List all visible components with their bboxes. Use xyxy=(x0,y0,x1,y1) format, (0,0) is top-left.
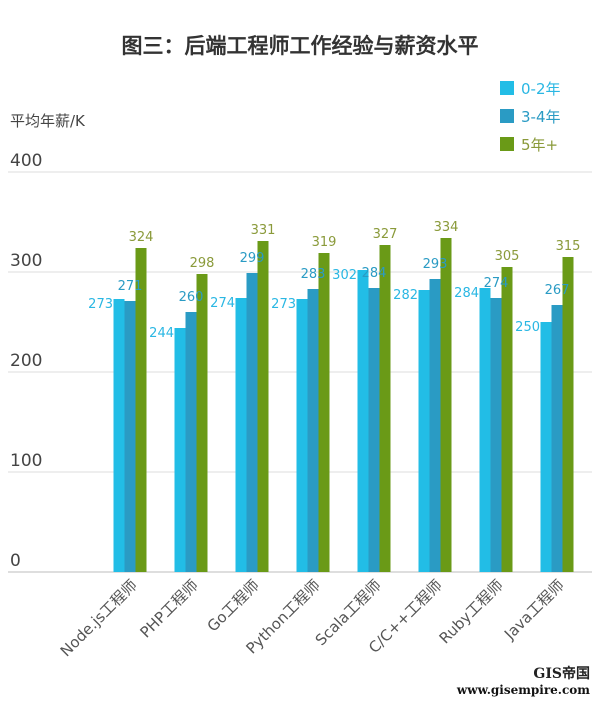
data-label: 250 xyxy=(515,320,540,335)
bar xyxy=(296,299,308,572)
legend-label-0: 0-2年 xyxy=(521,79,561,98)
legend: 0-2年 3-4年 5年+ xyxy=(500,76,561,160)
bar xyxy=(235,298,247,572)
bar xyxy=(307,289,319,572)
data-label: 293 xyxy=(423,257,448,272)
y-tick-label: 400 xyxy=(10,151,42,171)
bar xyxy=(418,290,430,572)
bar xyxy=(379,245,391,572)
data-label: 283 xyxy=(301,267,326,282)
bar xyxy=(440,238,452,572)
bar xyxy=(174,328,186,572)
bar xyxy=(257,241,269,572)
data-label: 334 xyxy=(434,220,459,235)
data-label: 327 xyxy=(373,227,398,242)
bar xyxy=(562,257,574,572)
bar xyxy=(540,322,552,572)
bar xyxy=(429,279,441,572)
watermark: GIS帝国 www.gisempire.com xyxy=(457,663,590,697)
legend-swatch-1 xyxy=(500,109,514,123)
data-label: 273 xyxy=(88,297,113,312)
data-label: 271 xyxy=(118,279,143,294)
bar xyxy=(368,288,380,572)
bar xyxy=(246,273,258,572)
y-tick-label: 100 xyxy=(10,451,42,471)
legend-swatch-2 xyxy=(500,137,514,151)
bar xyxy=(196,274,208,572)
legend-item-series-0: 0-2年 xyxy=(500,76,561,100)
data-label: 324 xyxy=(129,230,154,245)
legend-label-2: 5年+ xyxy=(521,135,559,154)
bar xyxy=(490,298,502,572)
data-label: 260 xyxy=(179,290,204,305)
bar xyxy=(479,288,491,572)
y-axis-label: 平均年薪/K xyxy=(10,112,85,130)
bar xyxy=(124,301,136,572)
data-label: 273 xyxy=(271,297,296,312)
watermark-logo: GIS帝国 xyxy=(533,666,590,682)
bar xyxy=(135,248,147,572)
legend-item-series-1: 3-4年 xyxy=(500,104,561,128)
watermark-url: www.gisempire.com xyxy=(456,683,590,697)
chart-title: 图三：后端工程师工作经验与薪资水平 xyxy=(121,34,479,58)
data-label: 302 xyxy=(332,268,357,283)
bar xyxy=(113,299,125,572)
data-label: 267 xyxy=(545,283,570,298)
y-tick-label: 300 xyxy=(10,251,42,271)
data-label: 282 xyxy=(393,288,418,303)
data-label: 298 xyxy=(190,256,215,271)
x-tick-label: Node.js工程师 xyxy=(57,576,141,660)
data-label: 244 xyxy=(149,326,174,341)
bar xyxy=(551,305,563,572)
bar xyxy=(185,312,197,572)
data-label: 319 xyxy=(312,235,337,250)
y-tick-label: 200 xyxy=(10,351,42,371)
y-tick-label: 0 xyxy=(10,551,21,571)
legend-item-series-2: 5年+ xyxy=(500,132,561,156)
legend-label-1: 3-4年 xyxy=(521,107,561,126)
data-label: 284 xyxy=(362,266,387,281)
x-tick-label: Ruby工程师 xyxy=(436,576,507,647)
data-label: 315 xyxy=(556,239,581,254)
bar xyxy=(501,267,513,572)
data-label: 274 xyxy=(210,296,235,311)
data-label: 299 xyxy=(240,251,265,266)
data-label: 305 xyxy=(495,249,520,264)
bar xyxy=(357,270,369,572)
bar xyxy=(318,253,330,572)
x-tick-label: Go工程师 xyxy=(204,576,263,635)
x-tick-label: PHP工程师 xyxy=(137,576,202,641)
data-label: 284 xyxy=(454,286,479,301)
x-tick-label: Java工程师 xyxy=(500,576,568,644)
legend-swatch-0 xyxy=(500,81,514,95)
data-label: 331 xyxy=(251,223,276,238)
data-label: 274 xyxy=(484,276,509,291)
